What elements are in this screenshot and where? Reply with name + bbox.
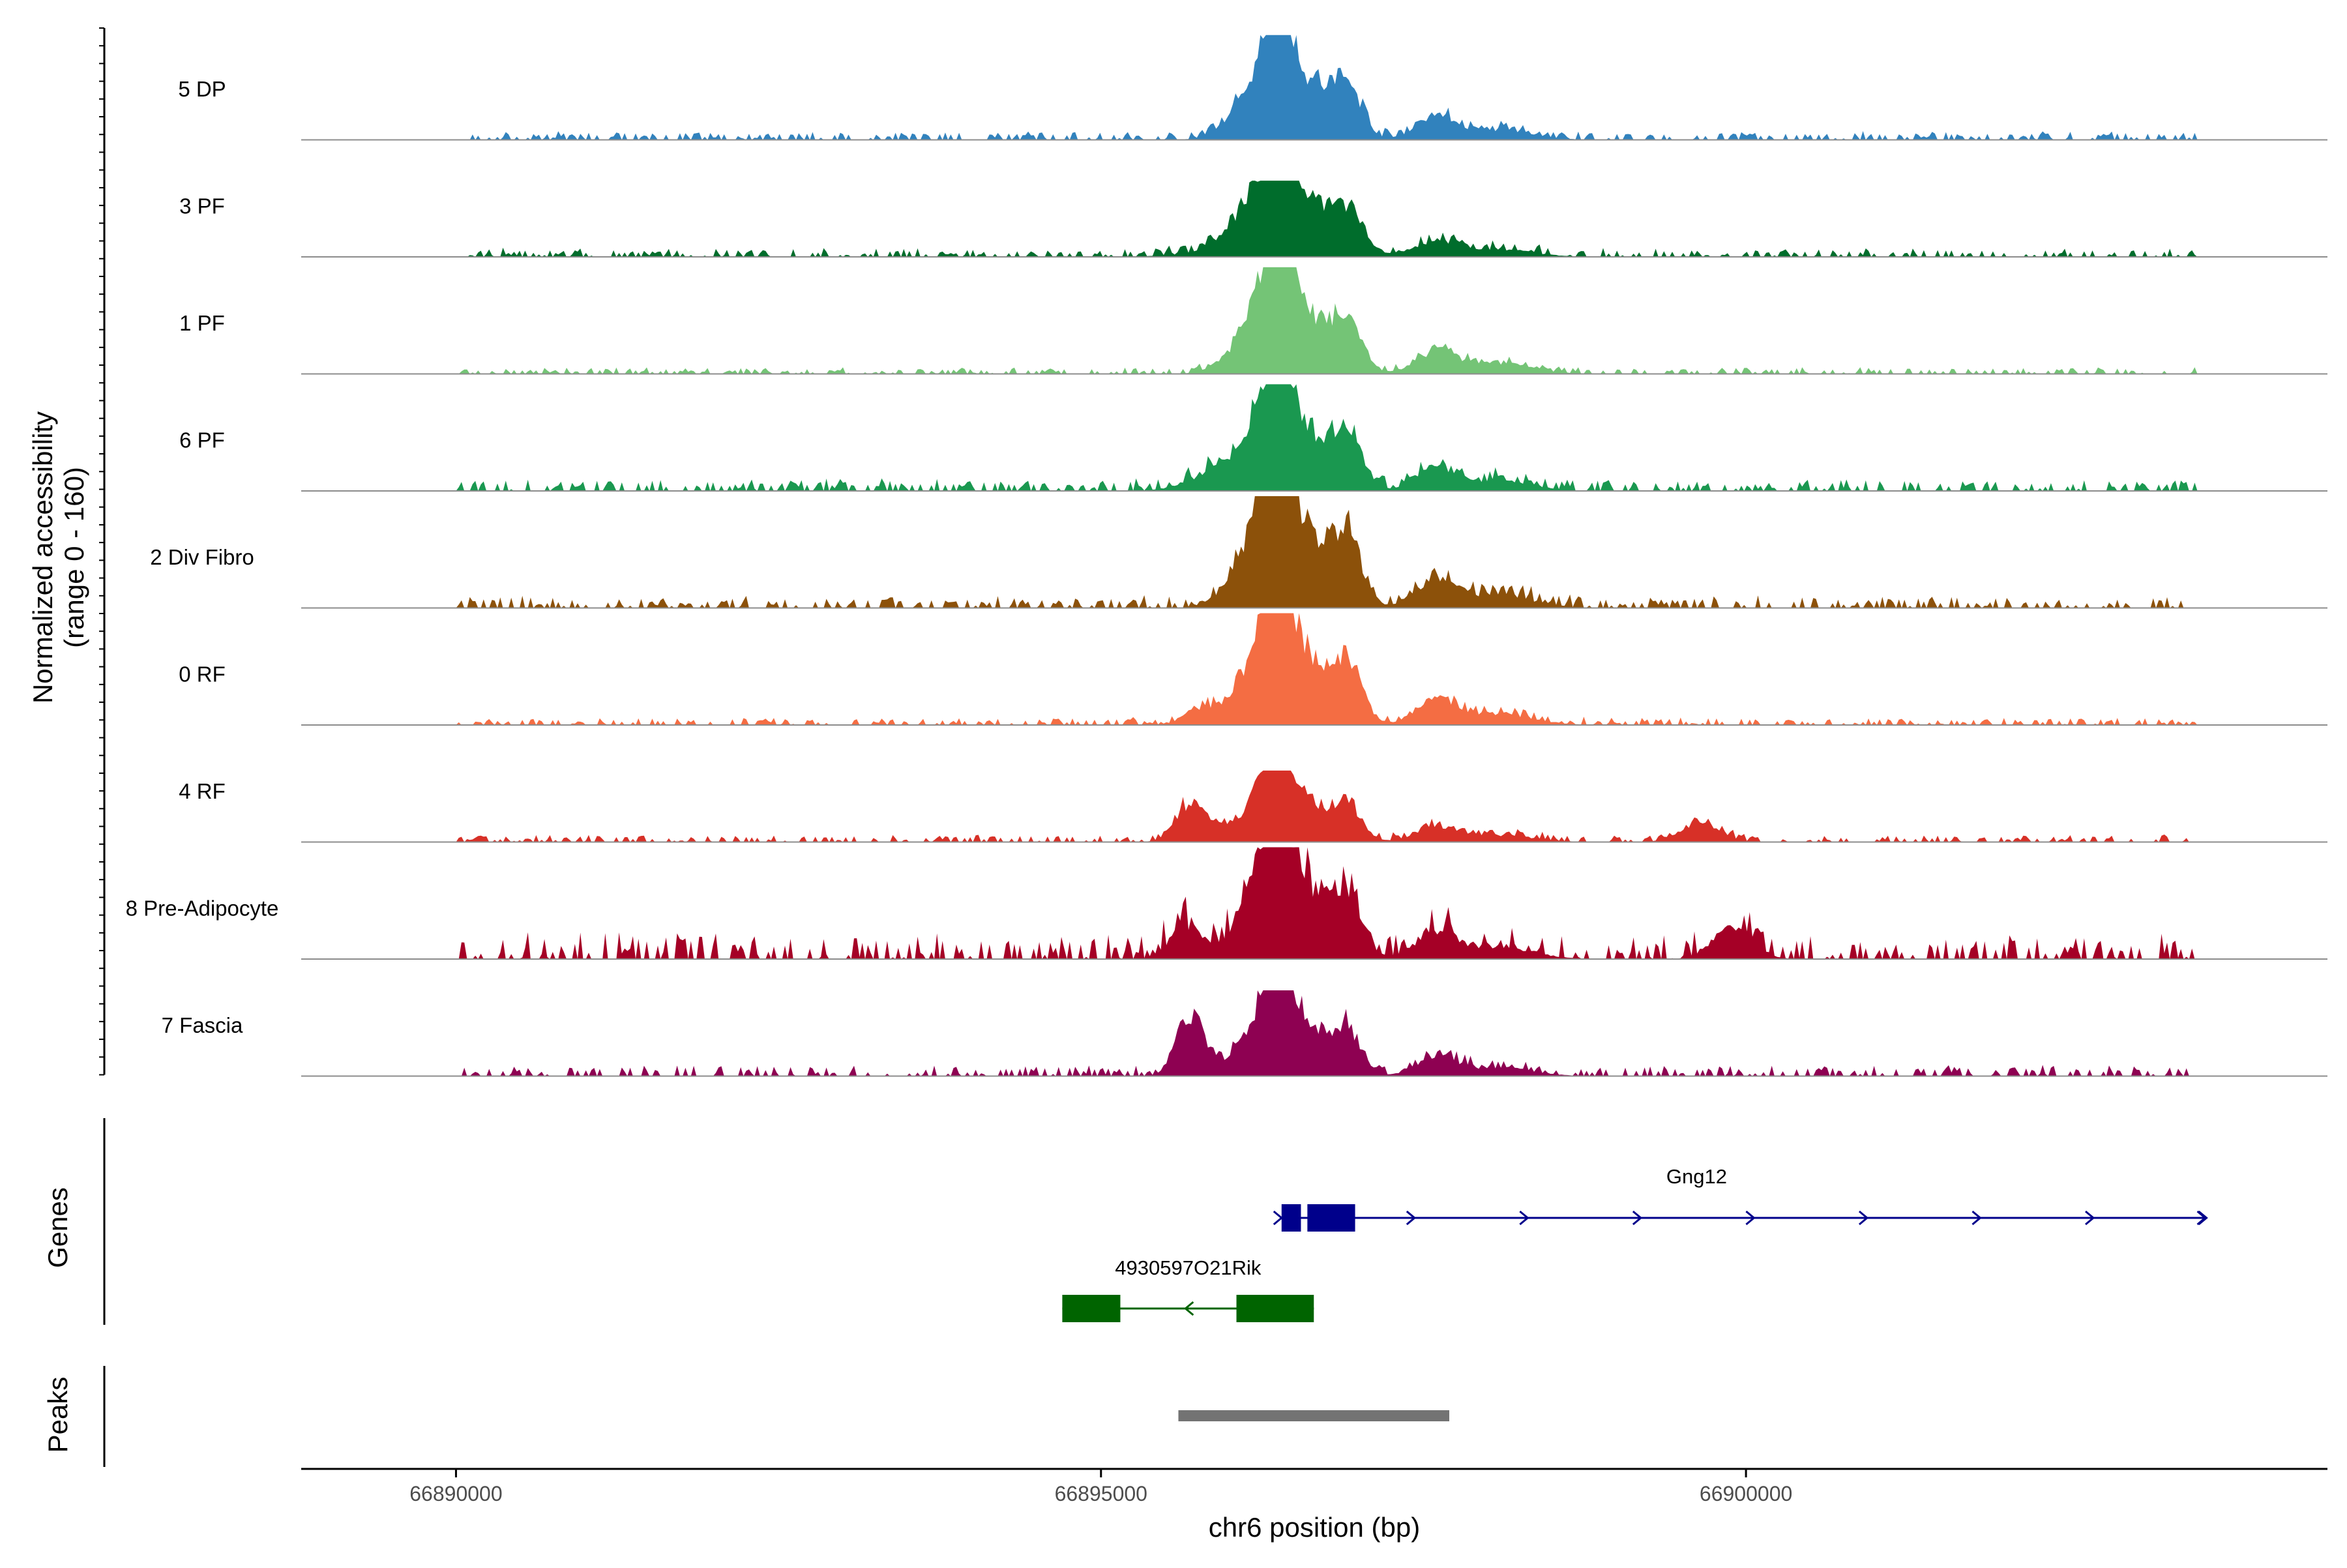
coverage-area-3-pf <box>301 181 2236 257</box>
track-label-7-fascia: 7 Fascia <box>162 1013 243 1037</box>
coverage-area-8-pre-adipocyte <box>301 847 2236 959</box>
track-label-2-div-fibro: 2 Div Fibro <box>150 545 254 569</box>
peaks-panel-label: Peaks <box>42 1377 73 1453</box>
track-label-4-rf: 4 RF <box>179 779 226 803</box>
coverage-area-7-fascia <box>301 990 2236 1076</box>
strand-arrow <box>1632 1210 1643 1226</box>
track-label-3-pf: 3 PF <box>179 194 225 218</box>
coverage-area-4-rf <box>301 770 2236 842</box>
gene-label-4930597o21rik: 4930597O21Rik <box>1115 1256 1262 1279</box>
strand-arrow <box>1519 1210 1529 1226</box>
x-axis: 66890000 66895000 66900000 <box>301 1468 2327 1505</box>
gene-exon <box>1062 1295 1121 1322</box>
coverage-area-0-rf <box>301 613 2236 725</box>
x-tick-label: 66895000 <box>1055 1482 1147 1505</box>
gene-exon <box>1281 1204 1301 1232</box>
peaks-panel <box>103 1366 1450 1467</box>
strand-arrow <box>2085 1210 2095 1226</box>
track-label-0-rf: 0 RF <box>179 662 226 687</box>
strand-arrow <box>1971 1210 1982 1226</box>
strand-arrow <box>1406 1210 1417 1226</box>
strand-arrow <box>1858 1210 1869 1226</box>
y-axis-title: Normalized accessibility <box>27 411 58 703</box>
track-label-5-dp: 5 DP <box>178 77 226 101</box>
coverage-tracks: 5 DP 3 PF 1 PF 6 PF 2 Div Fibro 0 RF 4 RF 8 Pre… <box>99 27 2327 1077</box>
genes-panel-label: Genes <box>42 1187 73 1268</box>
track-label-8-pre-adipocyte: 8 Pre-Adipocyte <box>126 896 279 921</box>
x-tick-label: 66890000 <box>409 1482 502 1505</box>
strand-arrow <box>1183 1301 1194 1316</box>
gene-exon <box>1236 1295 1314 1322</box>
x-tick-label: 66900000 <box>1700 1482 1792 1505</box>
strand-arrow <box>1745 1210 1756 1226</box>
gene-label-gng12: Gng12 <box>1666 1165 1727 1188</box>
strand-arrow <box>2196 1210 2207 1226</box>
coverage-area-5-dp <box>301 35 2236 140</box>
gene-exon <box>1307 1204 1355 1232</box>
coverage-area-2-div-fibro <box>301 496 2236 608</box>
y-axis-range: (range 0 - 160) <box>59 467 89 648</box>
coverage-area-1-pf <box>301 267 2236 374</box>
track-label-6-pf: 6 PF <box>179 428 225 452</box>
coverage-area-6-pf <box>301 384 2236 491</box>
peak-region <box>1178 1410 1450 1421</box>
x-axis-title: chr6 position (bp) <box>1209 1512 1421 1543</box>
track-label-1-pf: 1 PF <box>179 311 225 335</box>
strand-arrow <box>1273 1210 1284 1226</box>
genes-panel: Gng12 4930597O21Rik <box>103 1118 2208 1325</box>
